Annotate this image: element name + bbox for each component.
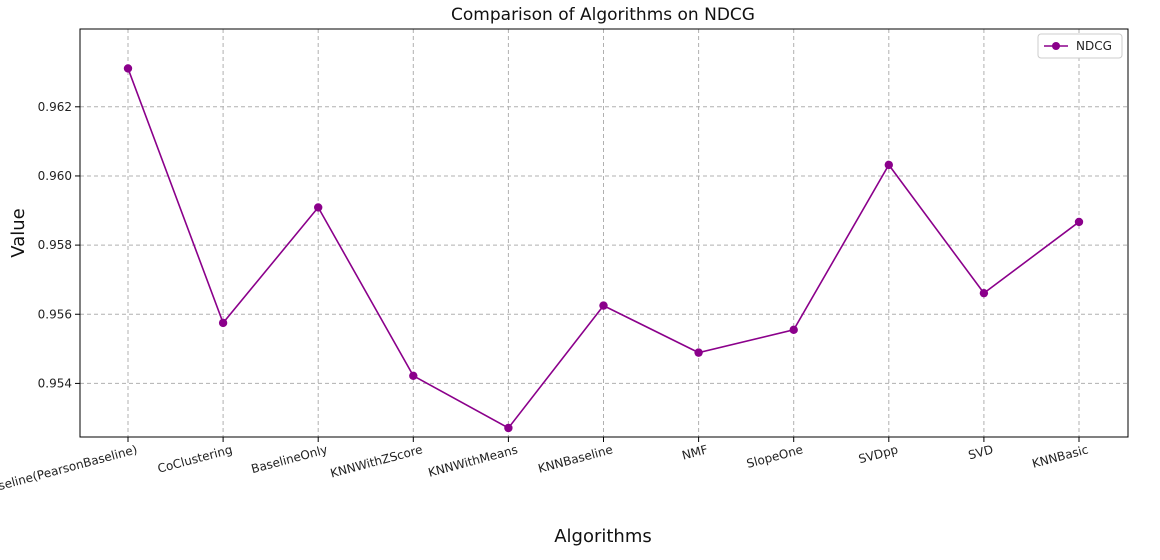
x-tick-label: KNNBaseline(PearsonBaseline) bbox=[0, 442, 139, 503]
y-tick-label: 0.956 bbox=[38, 307, 72, 321]
x-axis-ticks: KNNBaseline(PearsonBaseline) CoClustering… bbox=[0, 437, 1090, 504]
x-tick-label: SlopeOne bbox=[745, 442, 804, 470]
chart-title: Comparison of Algorithms on NDCG bbox=[451, 5, 755, 25]
data-point bbox=[1074, 217, 1084, 227]
x-tick-label: CoClustering bbox=[156, 442, 234, 475]
y-tick-label: 0.960 bbox=[38, 169, 72, 183]
data-point bbox=[599, 301, 608, 310]
legend-box bbox=[1037, 33, 1123, 59]
y-tick-label: 0.958 bbox=[38, 238, 72, 252]
legend-label: NDCG bbox=[1076, 39, 1112, 53]
data-point bbox=[694, 348, 703, 357]
grid bbox=[80, 29, 1128, 437]
y-axis-title: Value bbox=[8, 208, 29, 257]
series-layer bbox=[123, 64, 1084, 433]
data-point bbox=[123, 64, 133, 73]
data-point bbox=[218, 318, 228, 328]
x-tick-label: KNNBasic bbox=[1031, 442, 1090, 470]
data-point bbox=[504, 423, 513, 433]
legend-marker bbox=[1052, 42, 1060, 50]
legend: NDCG bbox=[1037, 33, 1123, 59]
x-axis-title: Algorithms bbox=[554, 526, 652, 547]
y-tick-label: 0.962 bbox=[38, 100, 72, 114]
x-tick-label: KNNWithZScore bbox=[329, 442, 424, 480]
x-tick-label: KNNWithMeans bbox=[427, 442, 520, 479]
y-axis-ticks: 0.954 0.956 0.958 0.960 0.962 bbox=[38, 100, 80, 390]
data-point bbox=[314, 203, 323, 212]
data-point bbox=[884, 160, 893, 170]
x-tick-label: SVDpp bbox=[857, 442, 900, 466]
data-point bbox=[979, 288, 989, 298]
y-tick-label: 0.954 bbox=[38, 376, 72, 390]
x-tick-label: NMF bbox=[680, 442, 709, 462]
data-point bbox=[409, 371, 418, 380]
x-tick-label: BaselineOnly bbox=[250, 442, 329, 476]
x-tick-label: KNNBaseline bbox=[537, 442, 615, 475]
x-tick-label: SVD bbox=[967, 442, 995, 462]
data-point bbox=[789, 325, 798, 335]
